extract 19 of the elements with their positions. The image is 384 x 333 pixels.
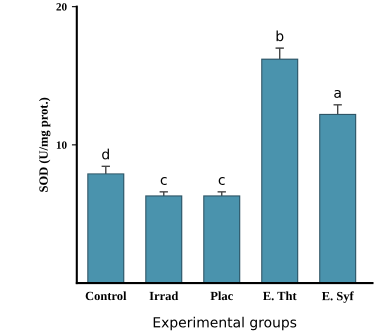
annotation: c	[218, 177, 225, 185]
x-tick-label: Control	[86, 291, 126, 300]
annotation: a	[334, 90, 341, 98]
x-tick-label: E. Tht	[263, 291, 297, 300]
y-tick-label: 10	[56, 141, 67, 149]
x-tick-label: Irrad	[150, 291, 178, 300]
bar	[261, 58, 298, 284]
bar	[145, 195, 182, 284]
bar	[319, 114, 356, 284]
y-axis-title: SOD (U/mg prot.)	[38, 98, 50, 192]
x-axis-title: Experimental groups	[154, 316, 296, 330]
annotation: c	[160, 177, 167, 185]
x-tick-label: E. Syf	[322, 291, 354, 303]
bar	[87, 173, 124, 284]
x-tick-label: Plac	[210, 291, 233, 300]
y-tick-label: 20	[56, 3, 67, 11]
annotation: d	[102, 148, 109, 160]
bar	[203, 195, 240, 284]
annotation: b	[276, 30, 284, 42]
